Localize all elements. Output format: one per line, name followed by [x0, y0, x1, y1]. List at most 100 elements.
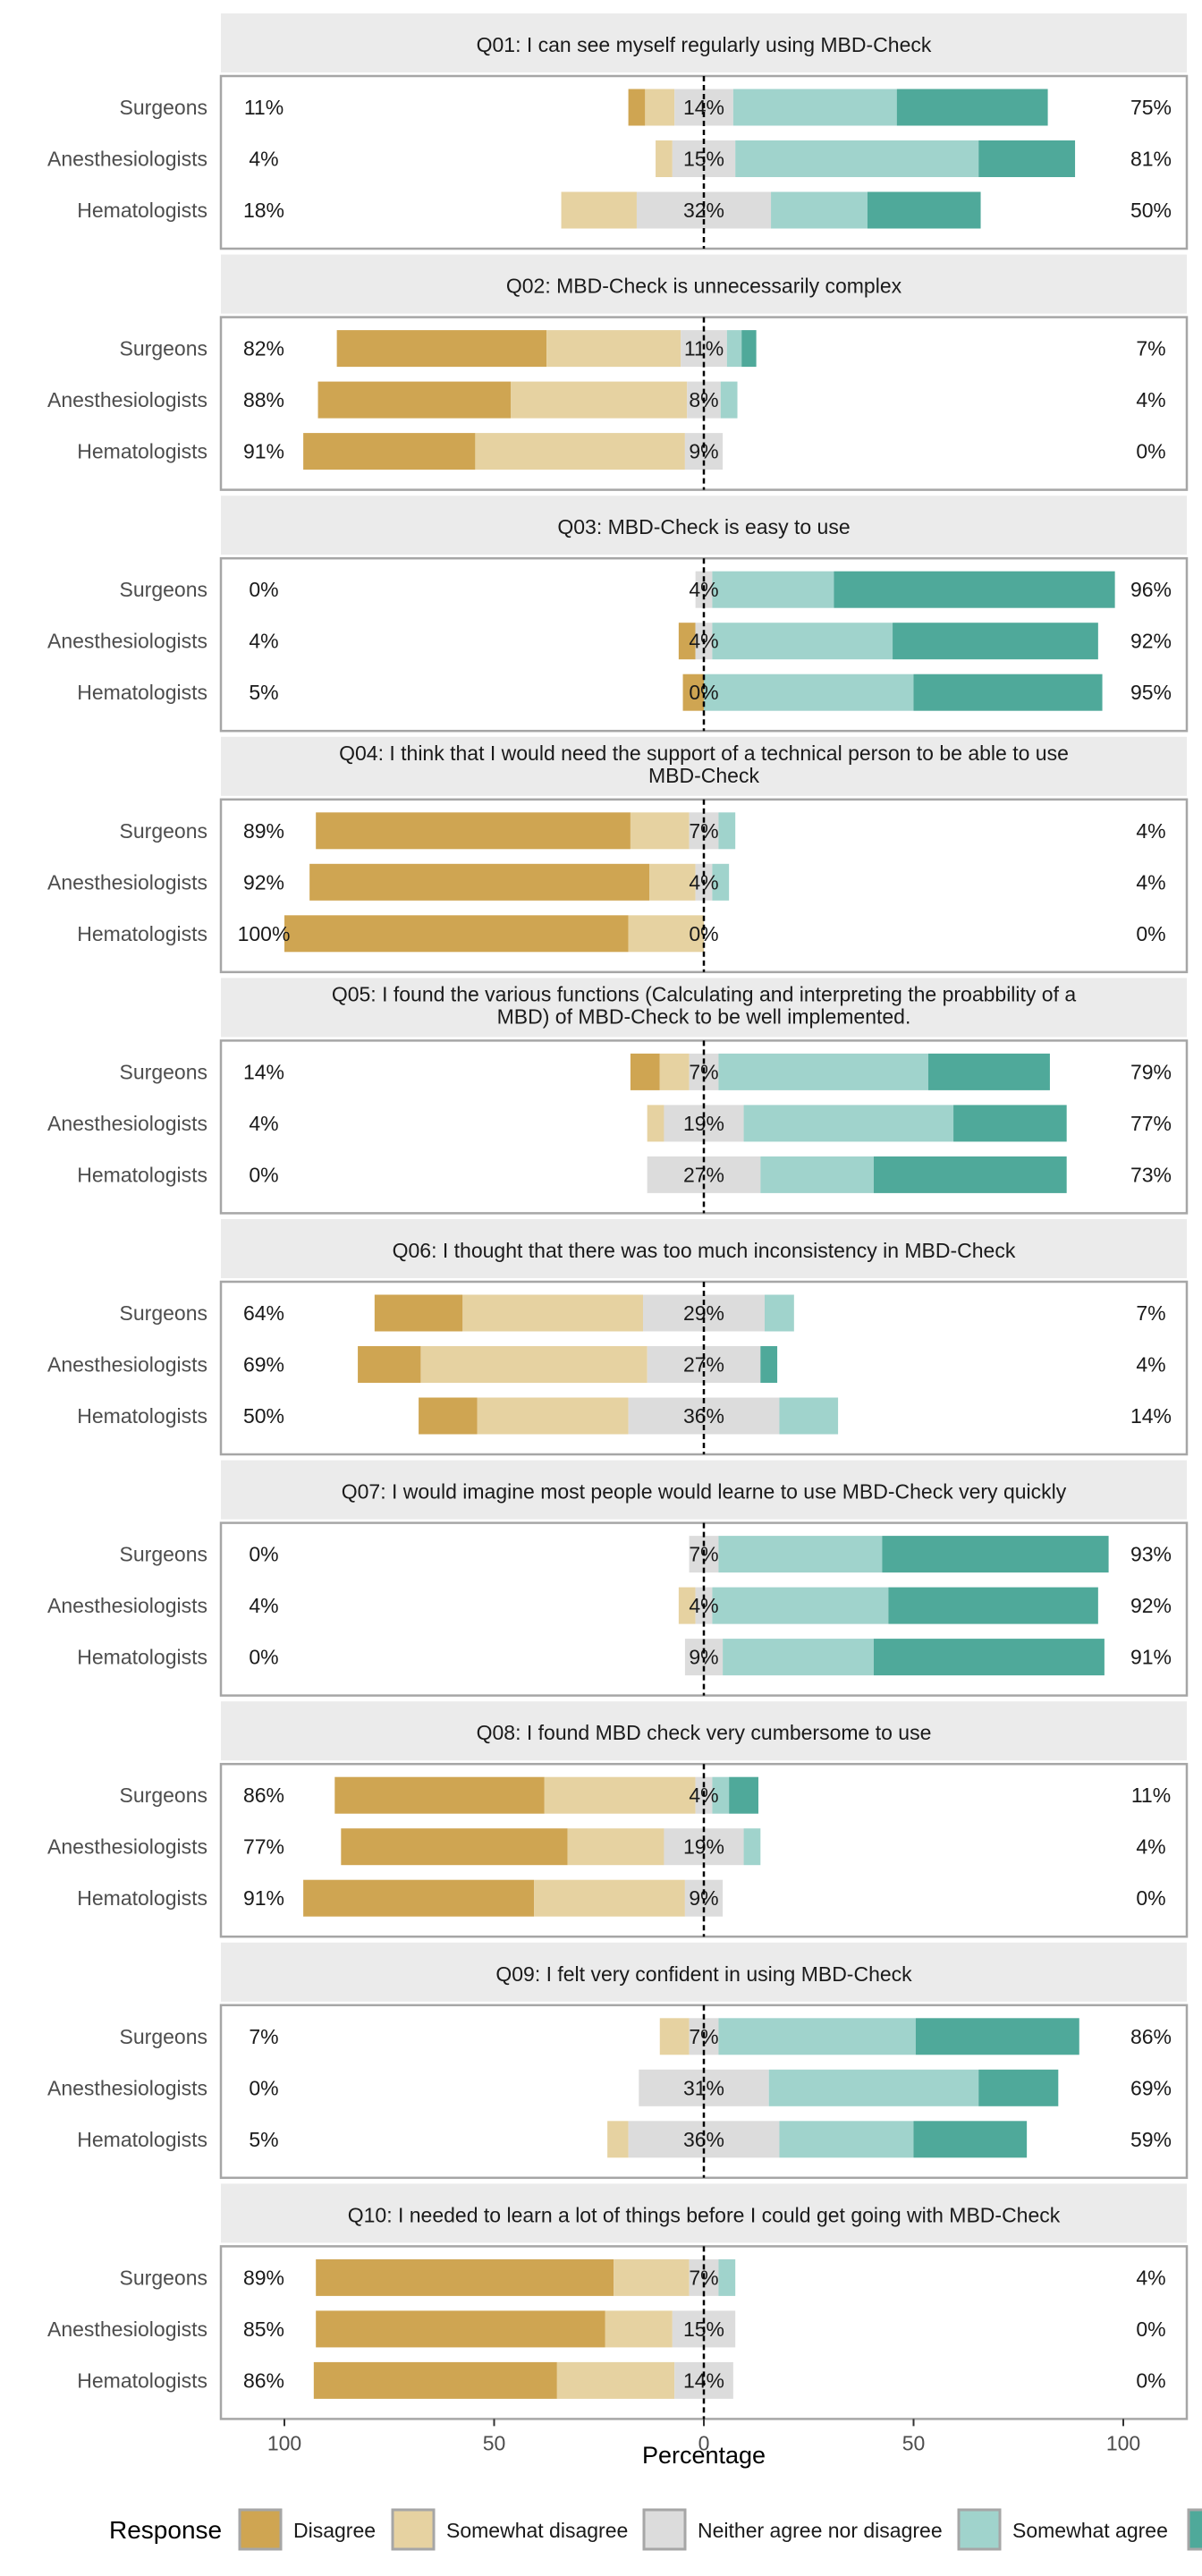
right-percent-label: 81% — [1130, 148, 1172, 171]
left-percent-label: 0% — [249, 1646, 278, 1669]
bar-row: Anesthesiologists 4% 4% 92% — [47, 623, 1172, 660]
left-percent-label: 91% — [243, 440, 284, 463]
bar-disagree — [682, 674, 704, 711]
panel-strip — [221, 736, 1187, 796]
bar-disagree — [316, 2258, 614, 2296]
x-axis: 100 50 0 50 100 — [267, 2419, 1140, 2454]
legend-title: Response — [109, 2516, 222, 2544]
legend-key-somewhat-agree — [957, 2508, 1002, 2551]
bar-agree — [915, 2018, 1079, 2055]
bar-somewhat-disagree — [647, 1105, 664, 1142]
group-label: Surgeons — [120, 819, 207, 843]
bar-row: Surgeons 14% 7% 79% — [120, 1053, 1172, 1090]
bar-disagree — [284, 915, 629, 953]
bar-somewhat-agree — [779, 2121, 914, 2158]
left-percent-label: 5% — [249, 2128, 278, 2151]
bar-somewhat-agree — [732, 89, 897, 126]
panel-title: Q10: I needed to learn a lot of things b… — [348, 2203, 1061, 2226]
bar-agree — [729, 1776, 758, 1814]
bar-disagree — [316, 812, 631, 850]
right-percent-label: 50% — [1130, 199, 1172, 222]
bar-disagree — [334, 1776, 545, 1814]
group-label: Anesthesiologists — [47, 1835, 207, 1859]
panel-strip — [221, 1460, 1187, 1520]
left-percent-label: 77% — [243, 1835, 284, 1859]
right-percent-label: 96% — [1130, 578, 1172, 601]
bar-somewhat-disagree — [614, 2258, 690, 2296]
bar-somewhat-agree — [712, 863, 730, 901]
bar-agree — [896, 89, 1048, 126]
bar-agree — [867, 191, 981, 229]
bar-somewhat-disagree — [511, 381, 688, 419]
x-tick-label: 50 — [902, 2431, 926, 2454]
right-percent-label: 77% — [1130, 1112, 1172, 1135]
bar-somewhat-agree — [768, 2069, 979, 2106]
bar-agree — [893, 623, 1098, 660]
panel-title: Q08: I found MBD check very cumbersome t… — [477, 1721, 932, 1744]
left-percent-label: 100% — [238, 922, 291, 945]
left-percent-label: 7% — [249, 2025, 278, 2048]
group-label: Hematologists — [77, 199, 207, 222]
panel-title: Q01: I can see myself regularly using MB… — [477, 33, 932, 56]
bar-somewhat-disagree — [420, 1346, 648, 1383]
bar-row: Surgeons 86% 4% 11% — [120, 1776, 1171, 1814]
group-label: Anesthesiologists — [47, 870, 207, 894]
bar-row: Hematologists 5% 0% 95% — [77, 674, 1172, 711]
bar-somewhat-disagree — [534, 1879, 685, 1917]
legend-label: Disagree — [293, 2519, 376, 2542]
panel-strip — [221, 2183, 1187, 2243]
left-percent-label: 82% — [243, 337, 284, 360]
left-percent-label: 85% — [243, 2318, 284, 2341]
group-label: Surgeons — [120, 337, 207, 360]
legend: Response Disagree Somewhat disagree Neither… — [109, 2508, 1202, 2551]
group-label: Anesthesiologists — [47, 1353, 207, 1377]
bar-agree — [953, 1105, 1067, 1142]
bar-somewhat-agree — [735, 140, 979, 177]
bar-somewhat-agree — [779, 1397, 839, 1435]
right-percent-label: 4% — [1136, 388, 1165, 411]
bar-disagree — [303, 433, 476, 470]
bar-somewhat-disagree — [630, 812, 690, 850]
bar-somewhat-disagree — [561, 191, 637, 229]
right-percent-label: 0% — [1136, 2318, 1165, 2341]
bar-somewhat-disagree — [546, 330, 681, 368]
right-percent-label: 92% — [1130, 630, 1172, 653]
bar-somewhat-disagree — [607, 2121, 629, 2158]
bar-somewhat-agree — [720, 381, 738, 419]
bar-agree — [760, 1346, 778, 1383]
group-label: Surgeons — [120, 1301, 207, 1325]
right-percent-label: 73% — [1130, 1163, 1172, 1186]
bar-row: Anesthesiologists 69% 27% 4% — [47, 1346, 1166, 1383]
panel-strip — [221, 1701, 1187, 1761]
group-label: Surgeons — [120, 2266, 207, 2289]
bar-row: Surgeons 89% 7% 4% — [120, 2258, 1166, 2296]
bar-somewhat-disagree — [656, 140, 673, 177]
panel-8: Q08: I found MBD check very cumbersome t… — [47, 1701, 1189, 1938]
bar-somewhat-agree — [765, 1294, 794, 1332]
bar-somewhat-disagree — [678, 1587, 696, 1624]
group-label: Hematologists — [77, 1163, 207, 1186]
bar-agree — [978, 140, 1076, 177]
bar-disagree — [309, 863, 650, 901]
left-percent-label: 88% — [243, 388, 284, 411]
bar-somewhat-agree — [723, 1639, 874, 1676]
right-percent-label: 14% — [1130, 1404, 1172, 1428]
right-percent-label: 92% — [1130, 1594, 1172, 1617]
bar-somewhat-agree — [704, 674, 914, 711]
group-label: Anesthesiologists — [47, 2318, 207, 2341]
group-label: Surgeons — [120, 1784, 207, 1807]
bar-agree — [882, 1536, 1109, 1573]
left-percent-label: 64% — [243, 1301, 284, 1325]
bar-somewhat-disagree — [645, 89, 675, 126]
bar-agree — [873, 1156, 1067, 1193]
x-axis-label: Percentage — [642, 2442, 766, 2469]
bar-somewhat-agree — [771, 191, 868, 229]
panel-6: Q06: I thought that there was too much i… — [47, 1219, 1189, 1456]
legend-label: Somewhat agree — [1012, 2519, 1168, 2542]
left-percent-label: 4% — [249, 148, 278, 171]
panel-1: Q01: I can see myself regularly using MB… — [47, 13, 1189, 250]
left-percent-label: 0% — [249, 1163, 278, 1186]
x-tick-label: 50 — [483, 2431, 506, 2454]
right-percent-label: 7% — [1136, 1301, 1165, 1325]
right-percent-label: 4% — [1136, 1353, 1165, 1377]
